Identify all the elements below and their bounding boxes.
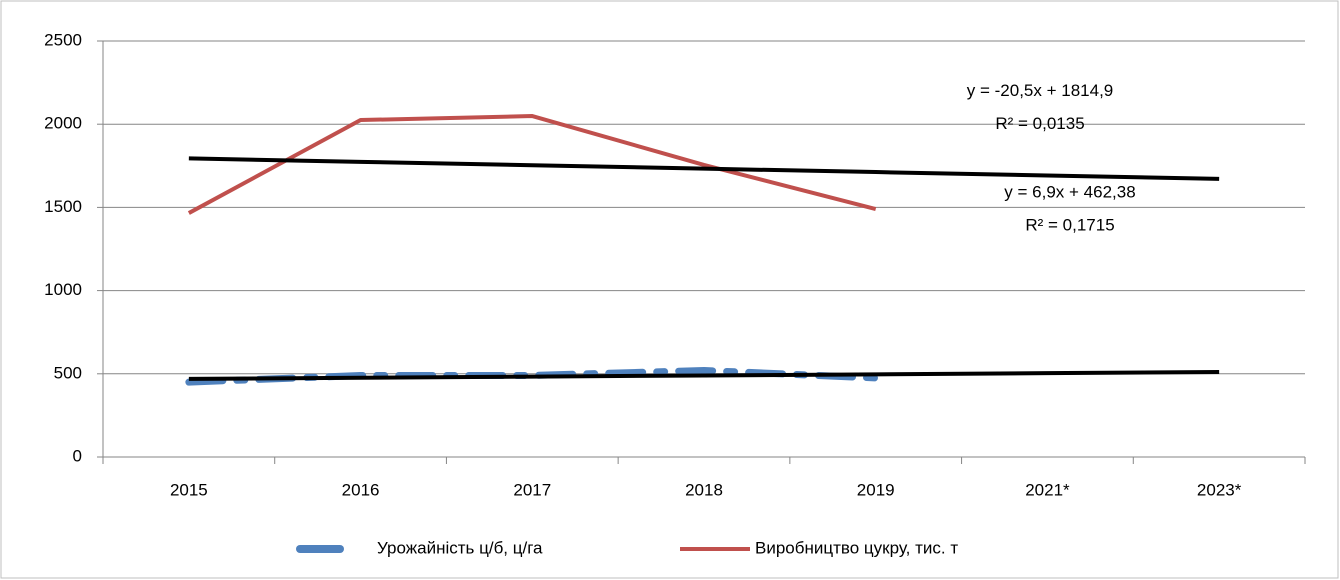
y-tick-label: 1500 bbox=[44, 197, 82, 216]
y-tick-label: 2500 bbox=[44, 30, 82, 49]
trend-equation: y = -20,5x + 1814,9 bbox=[967, 81, 1114, 100]
trend-r2: R² = 0,1715 bbox=[1025, 216, 1114, 235]
trend-equation: y = 6,9x + 462,38 bbox=[1004, 183, 1135, 202]
x-tick-label: 2019 bbox=[857, 480, 895, 499]
x-tick-label: 2016 bbox=[342, 480, 380, 499]
x-tick-label: 2021* bbox=[1025, 480, 1070, 499]
legend-label: Виробництво цукру, тис. т bbox=[755, 538, 958, 557]
x-tick-label: 2018 bbox=[685, 480, 723, 499]
y-tick-label: 500 bbox=[54, 363, 82, 382]
series-line bbox=[187, 114, 877, 215]
y-tick-label: 1000 bbox=[44, 280, 82, 299]
x-tick-label: 2023* bbox=[1197, 480, 1242, 499]
trendline bbox=[188, 156, 1220, 181]
legend-label: Урожайність ц/б, ц/га bbox=[377, 538, 543, 557]
trend-r2: R² = 0,0135 bbox=[995, 114, 1084, 133]
trendline bbox=[188, 370, 1220, 381]
x-tick-label: 2015 bbox=[170, 480, 208, 499]
x-tick-label: 2017 bbox=[513, 480, 551, 499]
y-tick-label: 0 bbox=[73, 446, 82, 465]
y-tick-label: 2000 bbox=[44, 114, 82, 133]
